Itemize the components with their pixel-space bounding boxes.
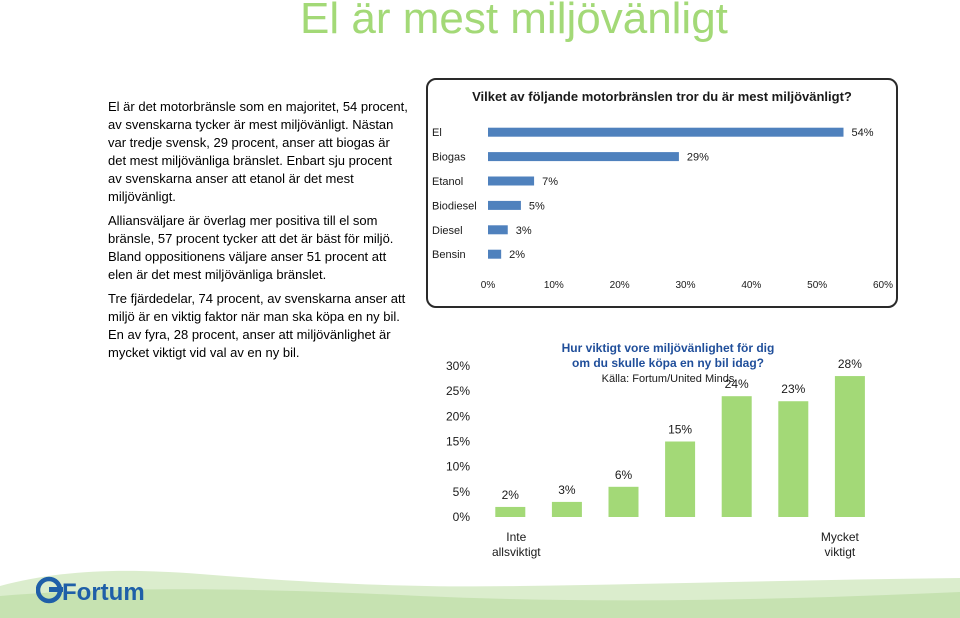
chart1-bar: [488, 176, 535, 186]
chart2-data-label: 6%: [615, 468, 633, 482]
chart2-bar: [778, 401, 809, 517]
chart1-bar: [488, 249, 502, 259]
chart1-data-label: 3%: [516, 225, 532, 237]
chart2-bar: [551, 501, 582, 517]
chart1-category-label: Diesel: [432, 225, 463, 237]
chart2-data-label: 24%: [725, 377, 749, 391]
chart1-category-label: Biogas: [432, 152, 466, 164]
chart2-bar: [665, 441, 696, 517]
chart1-tick-label: 0%: [481, 280, 496, 291]
chart1-data-label: 5%: [529, 200, 545, 212]
chart2-tick-label: 0%: [453, 510, 471, 524]
chart1-title: Vilket av följande motorbränslen tror du…: [472, 89, 852, 104]
body-text: El är det motorbränsle som en majoritet,…: [108, 98, 408, 368]
chart2-tick-label: 20%: [446, 409, 470, 423]
chart1-tick-label: 50%: [807, 280, 827, 291]
chart2-tick-label: 5%: [453, 485, 471, 499]
chart2-tick-label: 30%: [446, 359, 470, 373]
fuel-bar-chart: Vilket av följande motorbränslen tror du…: [432, 89, 893, 291]
chart2-bar: [608, 486, 639, 517]
paragraph-3: Tre fjärdedelar, 74 procent, av svenskar…: [108, 291, 406, 360]
chart2-xlabel-first-line2: allsviktigt: [492, 545, 541, 559]
chart1-data-label: 29%: [687, 152, 709, 164]
chart2-data-label: 28%: [838, 357, 862, 371]
chart2-xlabel-last-line1: Mycket: [821, 530, 860, 544]
chart2-data-label: 2%: [502, 488, 520, 502]
chart2-title-line2: om du skulle köpa en ny bil idag?: [572, 356, 764, 370]
chart1-category-label: Bensin: [432, 249, 466, 261]
fuel-chart-panel: Vilket av följande motorbränslen tror du…: [426, 78, 898, 308]
chart2-subtitle: Källa: Fortum/United Minds: [602, 373, 735, 385]
chart2-tick-label: 15%: [446, 435, 470, 449]
chart1-category-label: Biodiesel: [432, 200, 477, 212]
chart1-bar: [488, 225, 508, 235]
chart2-data-label: 23%: [781, 382, 805, 396]
chart2-tick-label: 10%: [446, 460, 470, 474]
chart1-category-label: Etanol: [432, 176, 463, 188]
chart1-tick-label: 20%: [610, 280, 630, 291]
chart2-bar: [721, 396, 752, 517]
chart1-bar: [488, 152, 679, 162]
chart1-category-label: El: [432, 127, 442, 139]
chart1-data-label: 7%: [542, 176, 558, 188]
chart1-bar: [488, 200, 521, 210]
paragraph-1: El är det motorbränsle som en majoritet,…: [108, 99, 408, 204]
footer-band: [0, 570, 960, 618]
chart2-bar: [834, 376, 865, 517]
chart2-tick-label: 25%: [446, 384, 470, 398]
chart1-tick-label: 10%: [544, 280, 564, 291]
chart1-data-label: 2%: [509, 249, 525, 261]
importance-bar-chart: 0% 5% 10% 15% 20% 25% 30% Hur viktigt vore milj…: [446, 341, 865, 559]
chart1-tick-label: 40%: [741, 280, 761, 291]
fortum-logo-mark: Fortum: [35, 576, 145, 606]
fortum-logo: Fortum: [35, 574, 166, 613]
paragraph-2: Alliansväljare är överlag mer positiva t…: [108, 213, 394, 282]
chart2-title-line1: Hur viktigt vore miljövänlighet för dig: [562, 341, 775, 355]
chart2-data-label: 15%: [668, 423, 692, 437]
chart2-xlabel-first-line1: Inte: [506, 530, 526, 544]
chart2-xlabel-last-line2: viktigt: [825, 545, 856, 559]
logo-text: Fortum: [62, 579, 145, 606]
slide-title: El är mest miljövänligt: [300, 0, 728, 43]
chart1-bar: [488, 127, 844, 137]
chart1-tick-label: 60%: [873, 280, 893, 291]
chart1-tick-label: 30%: [675, 280, 695, 291]
chart2-bar: [495, 506, 526, 517]
chart2-data-label: 3%: [558, 483, 576, 497]
chart1-data-label: 54%: [852, 127, 874, 139]
